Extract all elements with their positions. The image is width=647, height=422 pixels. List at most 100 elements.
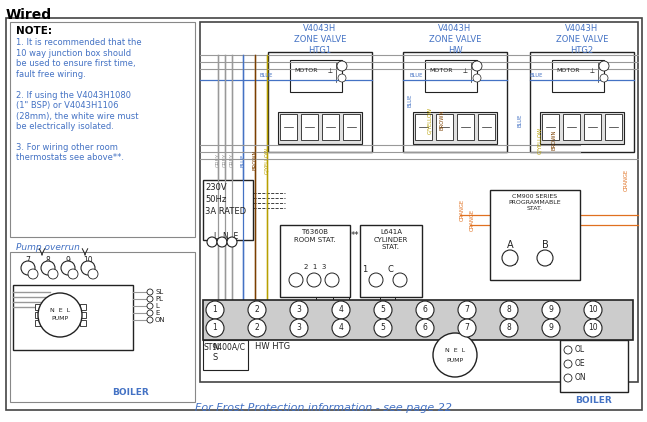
Text: 5: 5: [380, 324, 386, 333]
Circle shape: [28, 269, 38, 279]
Text: V4043H
ZONE VALVE
HTG1: V4043H ZONE VALVE HTG1: [294, 24, 346, 55]
Bar: [80, 320, 86, 326]
Text: MOTOR: MOTOR: [294, 68, 318, 73]
Text: E: E: [155, 310, 159, 316]
Text: be electrically isolated.: be electrically isolated.: [16, 122, 114, 131]
Bar: [200, 22, 638, 382]
Bar: [301, 114, 318, 140]
Circle shape: [416, 319, 434, 337]
Circle shape: [458, 319, 476, 337]
Text: N: N: [212, 344, 218, 352]
Bar: [268, 52, 372, 152]
Circle shape: [248, 301, 266, 319]
Text: thermostats see above**.: thermostats see above**.: [16, 154, 124, 162]
Circle shape: [61, 261, 75, 275]
Bar: [203, 340, 248, 370]
Text: GREY: GREY: [215, 153, 221, 167]
Text: G/YELLOW: G/YELLOW: [265, 146, 270, 173]
Text: 9: 9: [549, 324, 553, 333]
Text: CM900 SERIES
PROGRAMMABLE
STAT.: CM900 SERIES PROGRAMMABLE STAT.: [509, 194, 562, 211]
Circle shape: [472, 61, 482, 71]
Circle shape: [325, 273, 339, 287]
Text: 5: 5: [380, 306, 386, 314]
Bar: [413, 112, 497, 144]
Text: HW HTG: HW HTG: [255, 342, 290, 351]
Circle shape: [68, 269, 78, 279]
Text: 7: 7: [465, 324, 470, 333]
Text: BROWN: BROWN: [252, 150, 258, 170]
Circle shape: [147, 303, 153, 309]
Text: A: A: [507, 240, 513, 250]
Circle shape: [374, 319, 392, 337]
Text: 10: 10: [588, 324, 598, 333]
Circle shape: [206, 319, 224, 337]
Text: PL: PL: [155, 296, 163, 302]
Text: C: C: [387, 265, 393, 273]
Bar: [35, 304, 41, 310]
Text: BROWN: BROWN: [439, 110, 444, 130]
Bar: [560, 340, 628, 392]
Text: 6: 6: [422, 306, 428, 314]
Text: 7: 7: [26, 256, 30, 265]
Circle shape: [227, 237, 237, 247]
Circle shape: [147, 317, 153, 323]
Text: 2: 2: [255, 306, 259, 314]
Text: 2  1  3: 2 1 3: [304, 264, 326, 270]
Text: For Frost Protection information - see page 22: For Frost Protection information - see p…: [195, 403, 452, 413]
Bar: [478, 114, 495, 140]
Text: SL: SL: [155, 289, 163, 295]
Text: 8: 8: [507, 306, 511, 314]
Text: fault free wiring.: fault free wiring.: [16, 70, 86, 78]
Bar: [457, 114, 474, 140]
Bar: [360, 225, 422, 297]
Circle shape: [500, 319, 518, 337]
Text: BLUE: BLUE: [260, 73, 274, 78]
Circle shape: [206, 301, 224, 319]
Text: 3: 3: [296, 324, 302, 333]
Text: 230V
50Hz
3A RATED: 230V 50Hz 3A RATED: [205, 183, 246, 216]
Text: N  E  L: N E L: [445, 347, 465, 352]
Bar: [490, 190, 580, 280]
Bar: [322, 114, 339, 140]
Text: BLUE: BLUE: [241, 153, 245, 167]
Circle shape: [332, 301, 350, 319]
Bar: [403, 52, 507, 152]
Text: OE: OE: [575, 360, 586, 368]
Circle shape: [500, 301, 518, 319]
Text: 10 way junction box should: 10 way junction box should: [16, 49, 131, 57]
Bar: [35, 312, 41, 318]
Bar: [10, 22, 195, 237]
Text: BLUE: BLUE: [408, 93, 413, 107]
Bar: [415, 114, 432, 140]
Text: MOTOR: MOTOR: [429, 68, 453, 73]
Text: BLUE: BLUE: [518, 114, 523, 127]
Circle shape: [332, 319, 350, 337]
Text: N  E  L: N E L: [50, 308, 70, 314]
Text: MOTOR: MOTOR: [556, 68, 580, 73]
Circle shape: [248, 319, 266, 337]
Text: 6: 6: [422, 324, 428, 333]
Bar: [425, 60, 477, 92]
Bar: [280, 225, 350, 297]
Text: GREY: GREY: [230, 153, 234, 167]
Circle shape: [147, 289, 153, 295]
Circle shape: [338, 74, 346, 82]
Text: BOILER: BOILER: [576, 396, 612, 405]
Circle shape: [307, 273, 321, 287]
Bar: [542, 114, 559, 140]
Text: 2: 2: [255, 324, 259, 333]
Text: $\perp$: $\perp$: [461, 65, 469, 75]
Circle shape: [369, 273, 383, 287]
Bar: [530, 52, 634, 152]
Text: 1: 1: [213, 324, 217, 333]
Bar: [80, 312, 86, 318]
Text: ON: ON: [575, 373, 587, 382]
Bar: [463, 350, 469, 356]
Text: ORANGE: ORANGE: [470, 209, 474, 231]
Text: 8: 8: [507, 324, 511, 333]
Text: $\perp$: $\perp$: [588, 65, 596, 75]
Circle shape: [502, 250, 518, 266]
Bar: [203, 300, 633, 340]
Bar: [10, 252, 195, 402]
Text: 2. If using the V4043H1080: 2. If using the V4043H1080: [16, 90, 131, 100]
